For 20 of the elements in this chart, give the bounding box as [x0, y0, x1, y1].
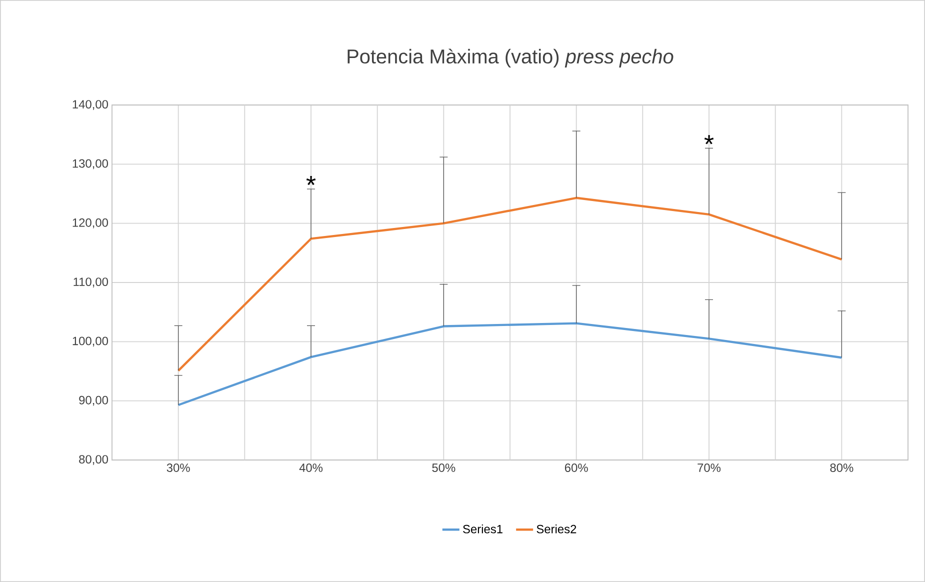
chart-title: Potencia Màxima (vatio) press pecho — [348, 48, 674, 68]
x-tick-label: 50% — [432, 464, 456, 472]
annotation: * — [306, 176, 316, 186]
annotation: * — [704, 135, 714, 144]
y-tick-label: 80,00 — [79, 455, 108, 465]
y-tick-label: 110,00 — [74, 278, 108, 288]
x-tick-label: 40% — [299, 464, 323, 472]
y-tick-label: 120,00 — [72, 218, 108, 228]
x-tick-label: 30% — [166, 464, 190, 472]
line-series — [177, 196, 843, 372]
x-tick-label: 80% — [830, 464, 854, 472]
y-tick-label: 130,00 — [72, 159, 108, 170]
x-tick-label: 60% — [564, 464, 588, 472]
x-tick-label: 70% — [698, 464, 721, 472]
y-tick-label: 100,00 — [72, 336, 108, 347]
y-tick-label: 90,00 — [79, 396, 108, 406]
line-series — [177, 322, 843, 406]
legend-label: Series2 — [536, 524, 576, 534]
y-tick-label: 140,00 — [72, 100, 108, 110]
legend-label: Series1 — [463, 524, 502, 534]
